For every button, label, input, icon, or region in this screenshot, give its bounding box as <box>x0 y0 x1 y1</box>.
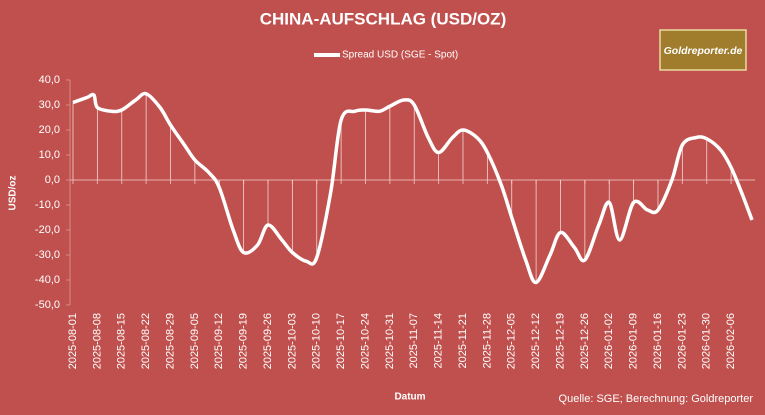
y-tick-label: -40,0 <box>35 274 60 286</box>
x-tick-label: 2025-10-24 <box>359 313 371 369</box>
x-tick-label: 2025-09-26 <box>262 313 274 369</box>
y-tick-label: -50,0 <box>35 299 60 311</box>
x-tick-label: 2026-01-16 <box>652 313 664 369</box>
y-tick-label: -30,0 <box>35 249 60 261</box>
series-line <box>72 91 754 285</box>
chart-title: CHINA-AUFSCHLAG (USD/OZ) <box>260 9 506 28</box>
x-tick-label: 2025-09-19 <box>238 313 250 369</box>
logo: Goldreporter.de <box>664 45 743 57</box>
y-tick-label: 0,0 <box>45 174 60 186</box>
y-tick-label: -10,0 <box>35 199 60 211</box>
y-tick-label: 10,0 <box>39 149 60 161</box>
y-tick-label: 30,0 <box>39 99 60 111</box>
y-axis-label: USD/oz <box>8 176 19 211</box>
x-tick-label: 2025-11-07 <box>408 313 420 368</box>
y-tick-label: -20,0 <box>35 224 60 236</box>
logo-box <box>659 29 747 71</box>
x-tick-label: 2025-09-12 <box>213 313 225 369</box>
x-tick-label: 2025-12-12 <box>530 313 542 369</box>
y-tick-label: 40,0 <box>39 74 60 86</box>
x-tick-label: 2026-01-30 <box>701 313 713 369</box>
x-tick-label: 2025-11-21 <box>457 313 469 368</box>
y-tick-label: 20,0 <box>39 124 60 136</box>
x-tick-label: 2025-12-19 <box>554 313 566 369</box>
x-tick-label: 2025-10-31 <box>384 313 396 369</box>
x-tick-label: 2025-11-28 <box>481 313 493 368</box>
x-tick-label: 2025-12-05 <box>506 313 518 369</box>
x-tick-label: 2025-08-29 <box>164 313 176 369</box>
source-note: Quelle: SGE; Berechnung: Goldreporter <box>559 393 754 405</box>
x-tick-label: 2026-01-02 <box>603 313 615 369</box>
x-tick-label: 2025-10-17 <box>335 313 347 369</box>
x-tick-label: 2026-01-09 <box>628 313 640 369</box>
x-tick-label: 2026-02-06 <box>725 313 737 369</box>
x-tick-label: 2025-08-15 <box>116 313 128 369</box>
x-tick-label: 2025-10-10 <box>311 313 323 369</box>
x-axis-label: Datum <box>394 392 425 403</box>
x-tick-label: 2025-08-22 <box>140 313 152 369</box>
x-tick-label: 2025-10-03 <box>286 313 298 369</box>
x-tick-label: 2025-12-26 <box>579 313 591 369</box>
x-tick-label: 2025-11-14 <box>433 313 445 368</box>
x-tick-label: 2025-08-08 <box>91 313 103 369</box>
legend-label: Spread USD (SGE - Spot) <box>342 50 458 61</box>
x-tick-label: 2025-09-05 <box>189 313 201 369</box>
x-tick-label: 2026-01-23 <box>676 313 688 369</box>
x-tick-label: 2025-08-01 <box>67 313 79 369</box>
